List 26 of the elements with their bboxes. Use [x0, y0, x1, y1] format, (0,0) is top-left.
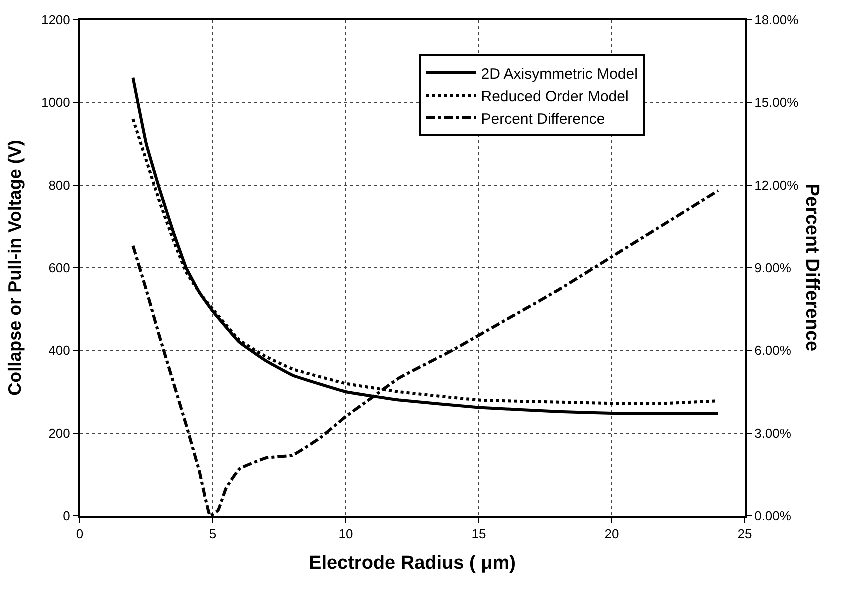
y-tick-label: 0 — [63, 508, 70, 524]
y-axis-title: Collapse or Pull-in Voltage (V) — [5, 140, 26, 396]
y2-tick-label: 6.00% — [754, 343, 792, 358]
legend-label: 2D Axisymmetric Model — [481, 66, 638, 83]
y-tick-label: 200 — [48, 426, 70, 441]
y-tick-label: 1200 — [41, 12, 70, 28]
x-tick-label: 0 — [76, 526, 84, 542]
y2-tick-label: 15.00% — [754, 95, 800, 110]
x-tick-label: 10 — [338, 526, 354, 542]
x-tick-label: 15 — [472, 526, 486, 542]
x-axis-title: Electrode Radius ( μm) — [309, 552, 516, 574]
x-tick-label: 20 — [604, 526, 620, 542]
y-tick-label: 1000 — [41, 95, 70, 110]
legend-label: Percent Difference — [481, 110, 606, 128]
y-tick-label: 600 — [48, 260, 70, 276]
y-tick-label: 400 — [48, 343, 70, 358]
y2-axis-title: Percent Difference — [801, 184, 822, 352]
y2-tick-label: 0.00% — [754, 508, 792, 524]
x-tick-label: 25 — [738, 526, 752, 542]
y2-tick-label: 18.00% — [754, 12, 800, 28]
y2-tick-label: 3.00% — [754, 426, 792, 441]
y-tick-label: 800 — [48, 178, 70, 193]
y2-tick-label: 9.00% — [754, 260, 792, 276]
x-tick-label: 5 — [209, 526, 217, 542]
y2-tick-label: 12.00% — [754, 178, 800, 193]
legend-label: Reduced Order Model — [481, 88, 629, 106]
